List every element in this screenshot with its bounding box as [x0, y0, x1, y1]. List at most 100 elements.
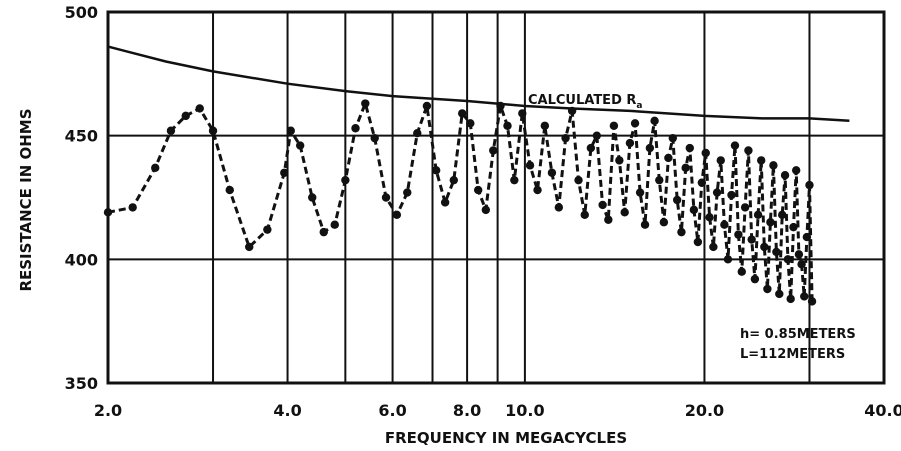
data-point [370, 133, 379, 143]
data-point [510, 175, 519, 185]
data-point [640, 220, 650, 229]
data-point [103, 208, 113, 217]
x-tick-label: 10.0 [505, 401, 544, 420]
data-point [341, 175, 350, 185]
data-point [757, 156, 766, 165]
data-point [403, 188, 412, 197]
data-point [280, 168, 289, 177]
data-point [730, 141, 740, 150]
data-point [709, 242, 718, 252]
data-point [701, 148, 710, 158]
data-point [772, 247, 781, 257]
tick-labels: 2.0 4.0 6.0 8.0 10.0 20.0 40.0 350 400 450 500 [65, 3, 901, 420]
data-series [103, 45, 850, 306]
data-point [655, 175, 664, 185]
x-tick-label: 40.0 [864, 401, 901, 420]
data-point [308, 193, 317, 202]
data-point [604, 215, 613, 224]
data-point [668, 133, 678, 143]
data-point [734, 230, 743, 239]
data-point [580, 210, 589, 220]
data-point [789, 222, 798, 232]
data-point [727, 190, 736, 200]
data-point [740, 203, 750, 212]
data-point [554, 203, 564, 212]
data-point [672, 195, 682, 205]
data-point [689, 205, 699, 215]
data-point [392, 210, 402, 220]
data-point [547, 168, 557, 177]
data-point [574, 175, 583, 185]
x-tick-label: 6.0 [378, 401, 406, 420]
data-point [775, 289, 784, 299]
data-point [777, 210, 787, 220]
data-point [705, 213, 714, 222]
y-axis-label: RESISTANCE IN OHMS [17, 108, 35, 291]
data-point [525, 161, 535, 170]
data-point [496, 101, 505, 111]
data-point [805, 180, 814, 190]
data-point [151, 163, 160, 173]
data-point [697, 178, 707, 187]
data-point [681, 163, 690, 173]
data-point [693, 237, 703, 247]
data-point [807, 297, 817, 306]
data-point [413, 128, 422, 138]
x-axis-label: FREQUENCY IN MEGACYCLES [385, 429, 627, 447]
y-tick-label: 350 [65, 374, 98, 393]
data-point [766, 218, 775, 227]
data-point [650, 116, 659, 126]
data-point [797, 260, 806, 269]
x-tick-label: 4.0 [273, 401, 301, 420]
data-point [744, 146, 753, 155]
data-point [166, 126, 176, 135]
data-point [473, 185, 483, 195]
data-point [422, 101, 432, 111]
data-point [794, 250, 804, 259]
calculated-ra-line [107, 45, 850, 123]
data-point [791, 166, 801, 175]
data-point [195, 104, 204, 113]
data-point [625, 138, 635, 148]
data-point [449, 175, 459, 185]
data-point [783, 255, 793, 264]
data-point [786, 294, 795, 304]
data-point [518, 109, 527, 118]
data-point [723, 255, 733, 264]
data-point [503, 121, 512, 130]
param-l-label: L=112METERS [740, 347, 845, 362]
data-point [245, 242, 254, 252]
plot-frame [106, 10, 886, 385]
x-tick-label: 8.0 [453, 401, 481, 420]
data-point [769, 161, 778, 170]
data-point [295, 141, 305, 150]
data-point [489, 146, 498, 155]
data-point [561, 133, 570, 143]
data-point [567, 106, 577, 116]
data-point [645, 143, 655, 153]
data-point [747, 235, 756, 244]
data-point [533, 185, 542, 195]
data-point [760, 242, 769, 252]
y-tick-label: 450 [65, 127, 98, 146]
curve-label-subscript: a [636, 101, 642, 111]
data-point [753, 210, 763, 220]
data-point [481, 205, 491, 215]
data-point [737, 267, 746, 276]
x-tick-label: 20.0 [685, 401, 724, 420]
data-point [181, 111, 190, 121]
data-point [466, 119, 475, 128]
data-point [540, 121, 550, 130]
data-point [763, 284, 772, 294]
data-point [431, 166, 441, 175]
y-tick-label: 500 [65, 3, 98, 22]
data-point [677, 227, 686, 237]
data-point [440, 198, 450, 207]
data-point [128, 203, 137, 212]
data-point [286, 126, 295, 135]
data-point [208, 126, 218, 135]
data-point [609, 121, 619, 130]
curve-label: CALCULATED Ra [528, 93, 642, 111]
data-point [319, 227, 328, 237]
